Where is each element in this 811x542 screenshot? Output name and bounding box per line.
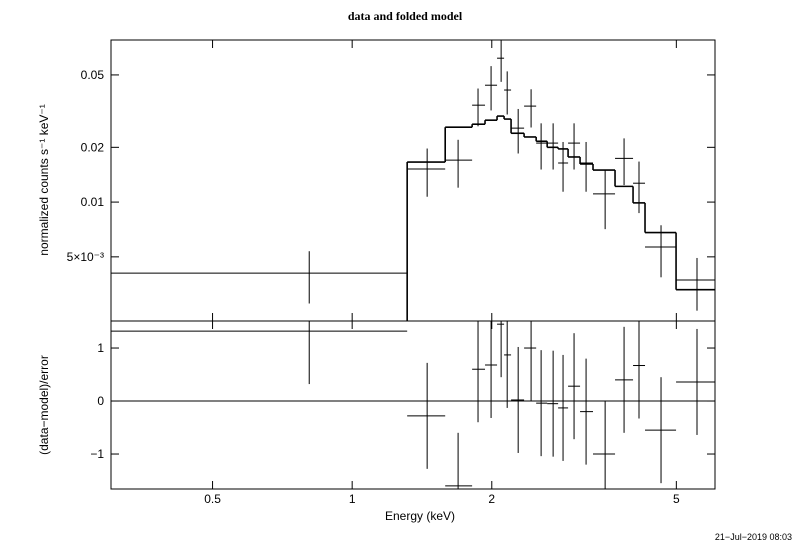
x-axis-label: Energy (keV) [385,509,455,523]
y-tick-label: 0.05 [81,68,105,82]
axes: 5×10⁻³ 0.01 0.02 0.05 −1 0 1 0.5 1 2 5 [67,39,716,506]
x-tick-label: 0.5 [204,492,221,506]
residual-plot [111,321,715,489]
timestamp: 21−Jul−2019 08:03 [715,532,792,542]
y-tick-label: 0.01 [81,195,105,209]
x-tick-label: 5 [673,492,680,506]
y-tick-label: 0 [97,394,104,408]
x-tick-label: 1 [349,492,356,506]
y-axis-label: normalized counts s⁻¹ keV⁻¹ [37,104,51,255]
x-tick-label: 2 [488,492,495,506]
y-tick-label: −1 [90,447,104,461]
chart-title: data and folded model [348,9,463,23]
y-tick-label: 1 [97,341,104,355]
y-tick-label: 0.02 [81,140,105,154]
top-plot [111,40,715,321]
y-axis-label: (data−model)/error [37,355,51,455]
y-tick-label: 5×10⁻³ [67,250,104,264]
bottom-frame [110,320,716,490]
